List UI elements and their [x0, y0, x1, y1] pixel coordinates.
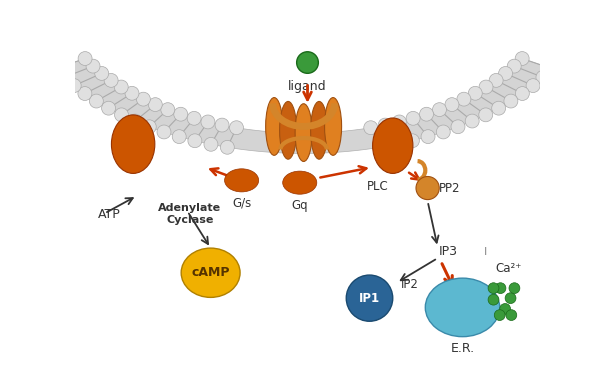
Circle shape	[506, 310, 517, 320]
Circle shape	[507, 59, 521, 73]
Ellipse shape	[283, 171, 317, 194]
Circle shape	[465, 114, 479, 128]
Circle shape	[509, 283, 520, 293]
Text: PLC: PLC	[367, 180, 388, 193]
Circle shape	[494, 310, 505, 320]
Text: E.R.: E.R.	[451, 342, 475, 355]
Circle shape	[148, 98, 162, 112]
Circle shape	[86, 59, 100, 73]
Circle shape	[230, 121, 244, 135]
Circle shape	[161, 103, 175, 117]
Circle shape	[215, 118, 229, 132]
Text: IP3: IP3	[439, 245, 458, 258]
Text: PP2: PP2	[439, 182, 461, 195]
Ellipse shape	[311, 101, 328, 159]
Text: Adenylate
Cyclase: Adenylate Cyclase	[158, 203, 221, 225]
Circle shape	[495, 283, 506, 293]
Ellipse shape	[373, 118, 413, 173]
Circle shape	[488, 294, 499, 305]
Circle shape	[389, 138, 403, 151]
Circle shape	[468, 86, 482, 100]
Circle shape	[174, 107, 188, 121]
Circle shape	[378, 118, 392, 132]
Circle shape	[406, 111, 420, 125]
Circle shape	[296, 52, 319, 73]
Circle shape	[204, 138, 218, 151]
Circle shape	[58, 70, 71, 84]
Circle shape	[457, 92, 471, 106]
Ellipse shape	[325, 98, 341, 155]
Circle shape	[142, 120, 156, 134]
Circle shape	[491, 101, 506, 115]
Circle shape	[419, 107, 433, 121]
Circle shape	[101, 101, 116, 115]
Circle shape	[78, 87, 92, 100]
Ellipse shape	[266, 98, 283, 155]
Circle shape	[89, 94, 103, 108]
Text: Gq: Gq	[292, 199, 308, 212]
Circle shape	[515, 87, 529, 100]
Circle shape	[364, 121, 378, 135]
Ellipse shape	[295, 104, 312, 162]
Circle shape	[526, 79, 540, 93]
Circle shape	[416, 176, 439, 200]
Circle shape	[392, 115, 406, 129]
Circle shape	[433, 103, 446, 117]
Text: IP2: IP2	[401, 278, 418, 291]
Circle shape	[436, 125, 450, 139]
Circle shape	[451, 120, 465, 134]
Circle shape	[536, 70, 550, 84]
Circle shape	[49, 62, 62, 76]
Circle shape	[136, 92, 151, 106]
Circle shape	[505, 293, 516, 304]
Circle shape	[115, 108, 128, 122]
Circle shape	[201, 115, 215, 129]
Circle shape	[172, 130, 186, 144]
Circle shape	[373, 140, 387, 154]
Circle shape	[346, 275, 393, 321]
Text: cAMP: cAMP	[191, 266, 230, 279]
Text: IP1: IP1	[359, 292, 380, 305]
Text: ATP: ATP	[98, 209, 121, 222]
Ellipse shape	[224, 169, 259, 192]
Circle shape	[488, 283, 499, 293]
Circle shape	[125, 86, 139, 100]
Text: ligand: ligand	[288, 80, 327, 93]
Circle shape	[500, 304, 511, 314]
Circle shape	[157, 125, 171, 139]
Circle shape	[220, 140, 235, 154]
Text: Ca²⁺: Ca²⁺	[496, 262, 522, 275]
Circle shape	[128, 114, 142, 128]
Circle shape	[406, 134, 419, 148]
Circle shape	[421, 130, 435, 144]
Text: I: I	[484, 247, 487, 257]
Circle shape	[479, 108, 493, 122]
Circle shape	[188, 134, 202, 148]
Circle shape	[95, 66, 109, 80]
Circle shape	[504, 94, 518, 108]
Text: G/s: G/s	[232, 196, 251, 209]
Ellipse shape	[181, 248, 240, 298]
Circle shape	[67, 79, 81, 93]
Ellipse shape	[280, 101, 296, 159]
Polygon shape	[55, 59, 552, 154]
Circle shape	[114, 80, 128, 94]
Ellipse shape	[112, 115, 155, 173]
Circle shape	[78, 52, 92, 65]
Circle shape	[479, 80, 493, 94]
Circle shape	[187, 111, 201, 125]
Circle shape	[545, 62, 559, 76]
Circle shape	[104, 73, 118, 87]
Circle shape	[489, 73, 503, 87]
Circle shape	[499, 66, 512, 80]
Circle shape	[515, 52, 529, 65]
Ellipse shape	[425, 278, 500, 337]
Circle shape	[445, 98, 459, 112]
